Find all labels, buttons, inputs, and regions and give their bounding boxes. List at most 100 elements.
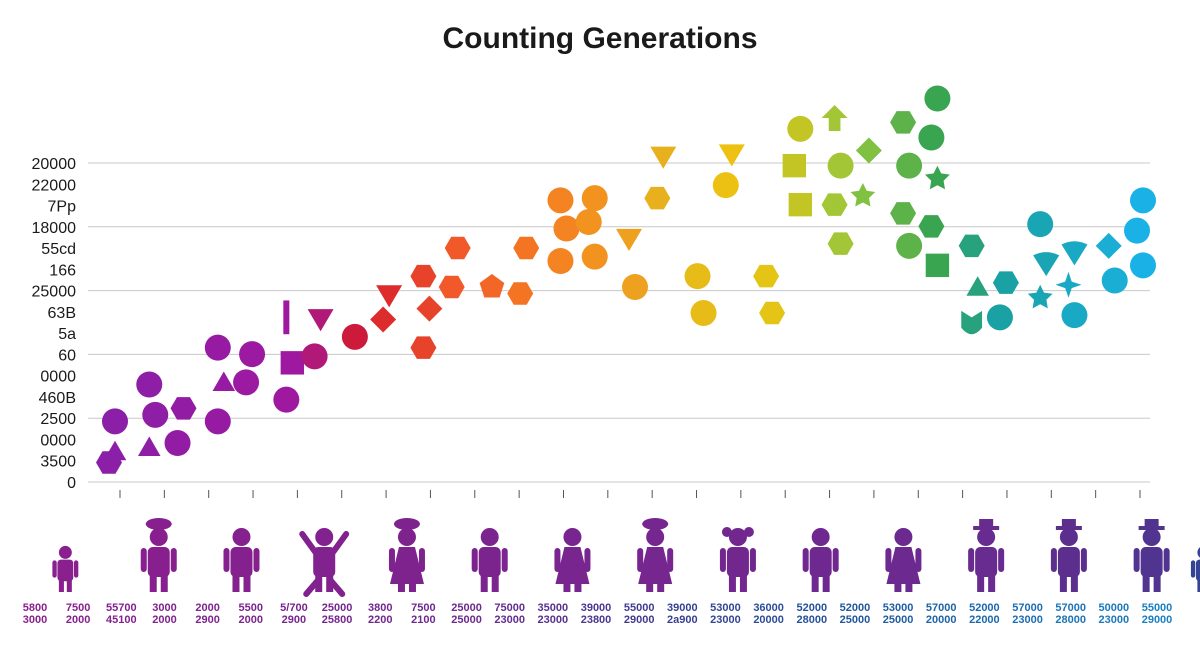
data-marker-circle: [581, 185, 608, 212]
y-tick-label: 7Pp: [48, 199, 77, 216]
data-marker-circle: [575, 209, 602, 235]
data-marker-wedge: [1061, 241, 1088, 266]
figure-value-label: 3800: [368, 602, 392, 614]
figure-value-label: 23000: [1012, 614, 1043, 626]
data-marker-circle: [924, 85, 951, 112]
figure-value-label: 2000: [66, 614, 90, 626]
y-tick-label: 0: [67, 475, 76, 492]
data-marker-hexagon: [507, 282, 534, 305]
person-figure-icon: [968, 519, 1005, 592]
data-marker-circle: [164, 430, 191, 456]
data-marker-diamond: [855, 137, 882, 164]
data-marker-diamond: [370, 306, 397, 333]
figure-value-label: 23800: [581, 614, 612, 626]
data-marker-hexagon: [444, 236, 471, 260]
data-marker-circle: [301, 343, 328, 370]
figure-value-label: 28000: [1055, 614, 1086, 626]
data-marker-bar: [283, 300, 290, 335]
figure-value-label: 25000: [451, 602, 482, 614]
figure-value-label: 23000: [710, 614, 741, 626]
data-marker-tri-down: [650, 146, 677, 169]
data-marker-hexagon: [759, 301, 786, 325]
person-figure-icon: [388, 518, 425, 592]
person-figure-icon: [1133, 519, 1170, 592]
figure-value-label: 23000: [538, 614, 569, 626]
person-figure-icon: [719, 527, 756, 592]
data-marker-triangle: [966, 276, 989, 296]
figure-value-label: 25800: [322, 614, 353, 626]
data-marker-circle: [1027, 211, 1054, 238]
data-marker-circle: [204, 334, 231, 361]
data-marker-tri-down: [616, 228, 642, 252]
figure-value-label: 2000: [239, 614, 263, 626]
data-marker-square: [782, 153, 807, 178]
figure-value-label: 5/700: [280, 602, 308, 614]
data-marker-hexagon: [96, 451, 122, 474]
figure-value-label: 25000: [840, 614, 871, 626]
data-marker-hexagon: [410, 264, 437, 288]
person-figure-icon: [471, 528, 508, 592]
y-tick-label: 22000: [32, 177, 77, 194]
data-marker-arrow-up: [821, 105, 848, 131]
data-marker-square: [280, 351, 305, 375]
figure-value-label: 3000: [23, 614, 47, 626]
figure-value-label: 2900: [195, 614, 219, 626]
y-tick-label: 25000: [32, 284, 77, 301]
figure-value-label: 52000: [796, 602, 827, 614]
figure-value-label: 55000: [624, 602, 655, 614]
data-marker-circle: [712, 172, 739, 199]
y-tick-label: 20000: [32, 156, 77, 173]
figure-value-label: 5500: [239, 602, 263, 614]
figure-value-label: 5800: [23, 602, 47, 614]
data-marker-hexagon: [410, 336, 437, 359]
figure-value-label: 55000: [1142, 602, 1173, 614]
people-figures: [52, 518, 1200, 597]
figure-value-label: 2a900: [667, 614, 698, 626]
data-marker-square: [925, 253, 950, 278]
data-marker-pentagon: [479, 274, 505, 298]
y-tick-label: 3500: [40, 454, 76, 471]
y-tick-label: 460B: [39, 390, 76, 407]
figure-value-label: 57000: [926, 602, 957, 614]
data-marker-circle: [827, 152, 854, 179]
data-marker-hexagon: [992, 271, 1019, 294]
figure-value-label: 50000: [1099, 602, 1130, 614]
data-marker-circle: [1130, 187, 1156, 214]
data-marker-circle: [986, 304, 1013, 331]
data-marker-circle: [547, 187, 574, 214]
figure-value-label: 53000: [710, 602, 741, 614]
figure-labels: 5800300075002000557004510030002000200029…: [23, 602, 1173, 626]
person-figure-icon: [1190, 547, 1200, 592]
figure-value-label: 20000: [753, 614, 784, 626]
y-tick-label: 5a: [58, 326, 76, 343]
data-marker-hexagon: [827, 232, 854, 255]
data-marker-circle: [136, 371, 163, 398]
person-figure-icon: [52, 545, 79, 592]
figure-value-label: 52000: [969, 602, 1000, 614]
data-marker-hexagon: [170, 397, 197, 420]
figure-value-label: 53000: [883, 602, 914, 614]
person-figure-icon: [802, 528, 839, 592]
figure-value-label: 25000: [883, 614, 914, 626]
data-marker-hexagon: [644, 186, 671, 210]
figure-value-label: 36000: [753, 602, 784, 614]
data-marker-hexagon: [890, 111, 917, 134]
figure-value-label: 52000: [840, 602, 871, 614]
data-marker-circle: [142, 401, 169, 428]
person-figure-icon: [1050, 519, 1087, 592]
figure-value-label: 75000: [494, 602, 525, 614]
y-tick-label: 60: [58, 347, 76, 364]
data-marker-diamond: [1095, 232, 1122, 259]
figure-value-label: 57000: [1055, 602, 1086, 614]
figure-value-label: 2000: [195, 602, 219, 614]
data-marker-star: [1027, 284, 1053, 309]
person-figure-icon: [554, 528, 591, 592]
figure-value-label: 29000: [1142, 614, 1173, 626]
figure-value-label: 45100: [106, 614, 137, 626]
data-marker-circle: [239, 341, 266, 368]
person-figure-icon: [299, 528, 350, 597]
data-marker-tri-down: [376, 285, 403, 308]
figure-value-label: 35000: [538, 602, 569, 614]
figure-value-label: 23000: [494, 614, 525, 626]
